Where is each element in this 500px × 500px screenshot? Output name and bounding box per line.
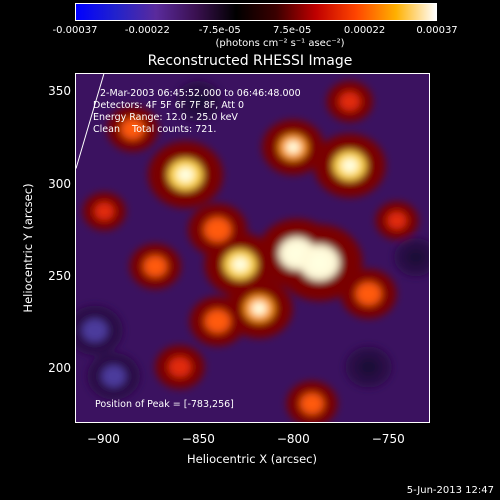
- emission-source: [204, 217, 232, 242]
- emission-source: [355, 282, 382, 306]
- colorbar-tick-label: -0.00022: [124, 25, 170, 36]
- limb-line: [76, 74, 105, 169]
- emission-source-core: [176, 166, 195, 183]
- emission-source: [204, 309, 231, 333]
- emission-source-core: [309, 253, 330, 272]
- x-tick-label: −800: [276, 432, 310, 446]
- x-tick-label: −750: [371, 432, 405, 446]
- peak-position-label: Position of Peak = [-783,256]: [95, 399, 234, 410]
- colorbar-tick-label: -0.00037: [52, 25, 98, 36]
- emission-source-core: [341, 158, 358, 174]
- negative-source: [188, 92, 210, 111]
- timestamp: 5-Jun-2013 12:47: [406, 485, 494, 496]
- time-range-label: 2-Mar-2003 06:45:52.000 to 06:46:48.000: [100, 88, 301, 99]
- emission-source-core: [231, 257, 249, 272]
- x-axis-label: Heliocentric X (arcsec): [187, 452, 317, 466]
- y-axis-label: Heliocentric Y (arcsec): [21, 183, 35, 313]
- colorbar-units: (photons cm⁻² s⁻¹ asec⁻²): [215, 38, 345, 49]
- chart-title: Reconstructed RHESSI Image: [147, 53, 353, 69]
- emission-source: [339, 92, 361, 111]
- y-tick-label: 350: [48, 84, 71, 99]
- emission-source: [387, 211, 407, 230]
- method-counts-label: Clean Total counts: 721.: [93, 124, 217, 135]
- x-tick-label: −900: [86, 432, 120, 446]
- y-tick-label: 200: [48, 360, 71, 375]
- colorbar: [75, 3, 437, 21]
- colorbar-tick-label: 0.00037: [416, 25, 458, 36]
- x-tick-label: −850: [181, 432, 215, 446]
- emission-source: [121, 118, 145, 140]
- heatmap-image: [76, 74, 429, 422]
- emission-source-core: [285, 140, 301, 154]
- emission-source: [94, 202, 115, 221]
- image-plot-area: 2-Mar-2003 06:45:52.000 to 06:46:48.000 …: [75, 73, 430, 423]
- emission-source-core: [251, 301, 267, 316]
- colorbar-tick-label: 0.00022: [343, 25, 386, 36]
- y-tick-label: 300: [48, 176, 71, 191]
- negative-source: [358, 357, 380, 377]
- colorbar-tick-label: -7.5e-05: [198, 25, 241, 36]
- negative-source: [101, 365, 126, 387]
- negative-source: [406, 248, 426, 266]
- energy-range-label: Energy Range: 12.0 - 25.0 keV: [93, 112, 238, 123]
- y-tick-label: 250: [48, 268, 71, 283]
- emission-source: [300, 393, 324, 415]
- detectors-label: Detectors: 4F 5F 6F 7F 8F, Att 0: [93, 100, 245, 111]
- emission-source: [143, 255, 167, 277]
- emission-source: [168, 356, 192, 378]
- negative-source: [82, 318, 108, 342]
- colorbar-tick-label: 7.5e-05: [272, 25, 312, 36]
